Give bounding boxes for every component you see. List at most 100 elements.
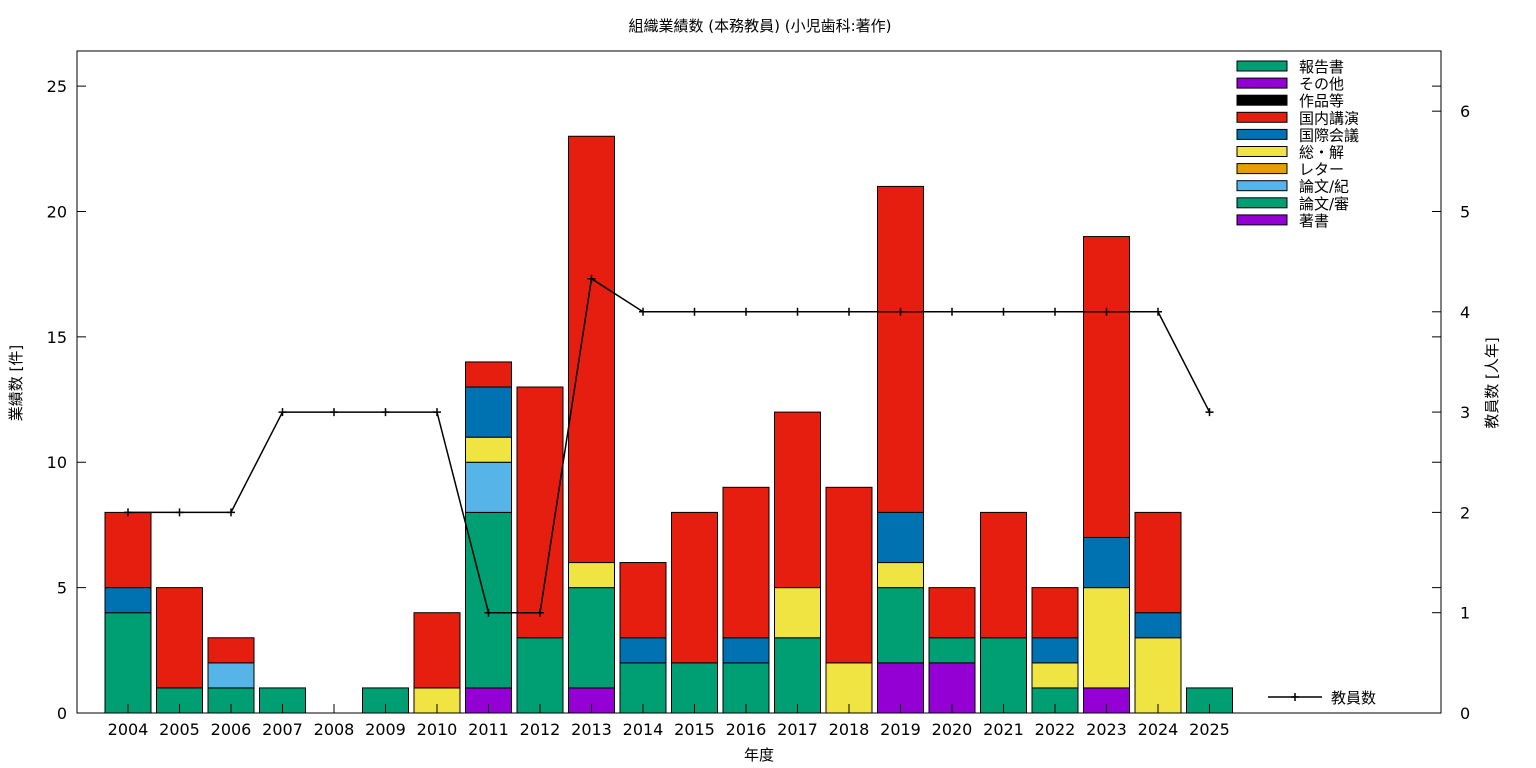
line-point	[381, 408, 390, 417]
bar-segment	[877, 185, 924, 513]
x-tick-label: 2015	[674, 720, 715, 739]
line-path	[128, 277, 1211, 614]
line-point	[587, 274, 596, 283]
bar-segment	[722, 486, 770, 639]
bar-segment	[568, 135, 615, 564]
x-tick-label: 2005	[159, 720, 200, 739]
legend-swatch	[1236, 197, 1288, 209]
x-tick-label: 2021	[983, 720, 1024, 739]
line-series-group	[124, 274, 1214, 617]
bar-segment	[465, 436, 512, 463]
line-point	[536, 608, 544, 617]
bar-segment	[619, 562, 667, 639]
x-tick-label: 2022	[1035, 720, 1076, 739]
y2-tick-label: 1	[1460, 604, 1470, 623]
bar-segment	[722, 637, 770, 664]
legend-label: 論文/審	[1299, 195, 1349, 213]
x-axis: 2004 2005 2006 2007 2008 2009 2010 2011 2012 2013…	[108, 704, 1230, 739]
bar-segment	[413, 612, 461, 689]
bar-segment	[671, 511, 718, 664]
bar-segment	[1031, 587, 1079, 639]
bar-segment	[1083, 536, 1130, 589]
legend-swatch	[1236, 180, 1288, 192]
line-point	[896, 307, 905, 316]
y2-tick-label: 6	[1460, 102, 1470, 121]
y-axis-left: 0 5 10 15 20 25	[47, 77, 1441, 723]
legend-swatch	[1236, 111, 1288, 123]
legend-swatch	[1236, 128, 1288, 140]
x-tick-label: 2012	[520, 720, 561, 739]
bar-segment	[1134, 637, 1182, 714]
bar-segment	[465, 461, 512, 513]
line-point	[1205, 408, 1214, 417]
chart-title: 組織業績数 (本務教員) (小児歯科:著作)	[629, 17, 892, 35]
bar-segment	[207, 662, 255, 689]
x-tick-label: 2020	[932, 720, 973, 739]
legend-label: 作品等	[1299, 92, 1344, 110]
x-tick-label: 2008	[314, 720, 355, 739]
line-legend-label: 教員数	[1331, 689, 1376, 707]
bar-segment	[465, 511, 512, 689]
bar-segment	[465, 386, 512, 438]
y-axis-right: 0 1 2 3 4 5 6	[1432, 102, 1470, 723]
x-tick-label: 2013	[571, 720, 612, 739]
bar-segment	[980, 637, 1027, 714]
y-tick-label: 15	[47, 328, 67, 347]
legend-label: レター	[1299, 161, 1344, 179]
line-point	[793, 307, 802, 316]
legend-label: 論文/紀	[1299, 178, 1349, 196]
line-point	[227, 508, 235, 517]
y2-axis-label: 教員数 [人年]	[1483, 337, 1501, 428]
legend-label: 国際会議	[1299, 126, 1359, 144]
line-point	[1102, 307, 1111, 316]
bar-segment	[774, 587, 821, 639]
x-tick-label: 2025	[1189, 720, 1230, 739]
line-point	[948, 307, 956, 316]
bar-segment	[980, 511, 1027, 639]
bar-segment	[156, 587, 203, 689]
line-point	[484, 608, 493, 617]
bar-segment	[1031, 662, 1079, 689]
legend-label: 総・解	[1299, 144, 1344, 162]
bar-segment	[516, 637, 564, 714]
bar-segment	[877, 562, 924, 589]
line-legend-marker	[1291, 693, 1299, 701]
y-axis-label: 業績数 [件]	[7, 345, 25, 421]
y-tick-label: 5	[57, 579, 67, 598]
line-point	[278, 408, 287, 417]
x-tick-label: 2010	[417, 720, 458, 739]
legend-swatch	[1236, 163, 1288, 175]
x-tick-label: 2009	[365, 720, 406, 739]
bar-segment	[465, 361, 512, 388]
line-point	[1154, 307, 1162, 316]
bar-segment	[928, 637, 976, 664]
bar-segment	[877, 587, 924, 664]
line-point	[639, 307, 647, 316]
bar-segment	[104, 587, 152, 614]
line-point	[124, 508, 132, 517]
y-tick-label: 20	[47, 202, 67, 221]
bar-segment	[877, 511, 924, 564]
line-point	[742, 307, 750, 316]
x-tick-label: 2017	[777, 720, 818, 739]
bar-segment	[774, 411, 821, 589]
bar-segment	[1083, 587, 1130, 689]
y-tick-label: 0	[57, 704, 67, 723]
bar-segment	[928, 587, 976, 639]
line-point	[999, 307, 1008, 316]
y-tick-label: 25	[47, 77, 67, 96]
x-tick-label: 2024	[1138, 720, 1179, 739]
line-point	[1051, 307, 1059, 316]
bar-segment	[825, 486, 873, 664]
line-point	[845, 307, 853, 316]
x-tick-label: 2016	[726, 720, 767, 739]
y2-tick-label: 4	[1460, 303, 1470, 322]
bar-segment	[1134, 612, 1182, 639]
legend-label: その他	[1299, 75, 1344, 93]
legend-swatch	[1236, 60, 1288, 72]
line-legend: 教員数	[1268, 689, 1376, 707]
x-tick-label: 2018	[829, 720, 870, 739]
bar-segment	[568, 562, 615, 589]
